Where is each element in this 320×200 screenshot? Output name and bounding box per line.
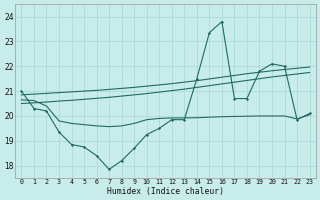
X-axis label: Humidex (Indice chaleur): Humidex (Indice chaleur)	[107, 187, 224, 196]
